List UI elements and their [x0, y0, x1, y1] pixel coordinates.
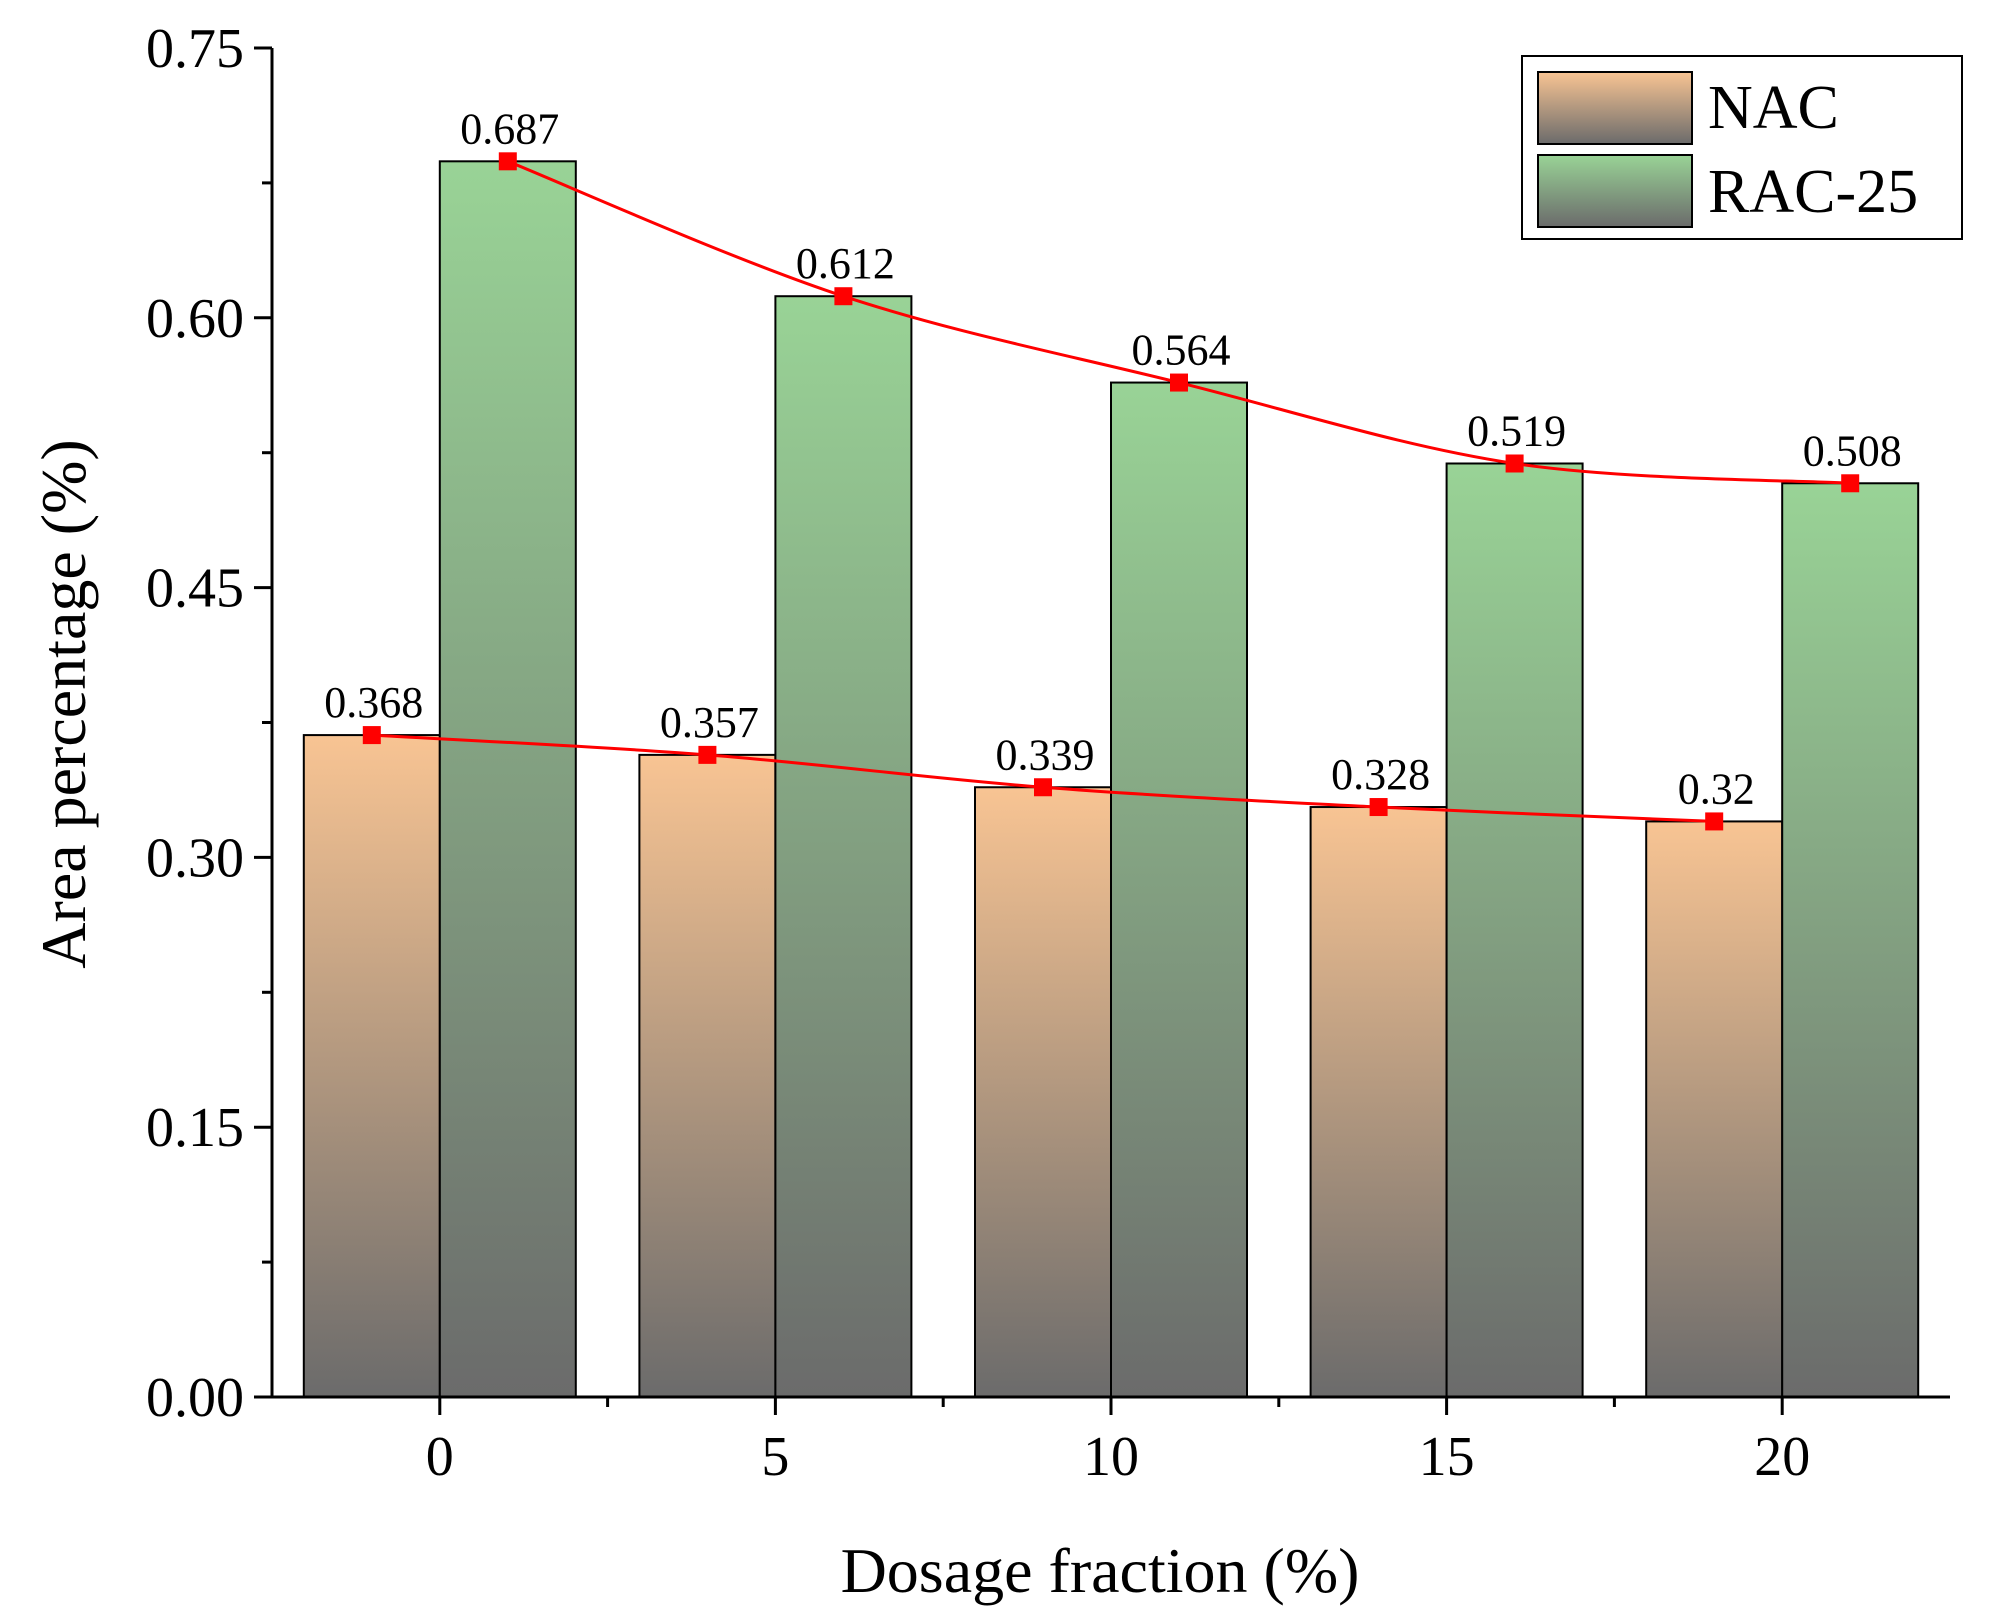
legend-label-nac: NAC	[1708, 74, 1839, 142]
y-tick-label-0.30: 0.30	[146, 827, 244, 889]
bar-nac-15	[1309, 806, 1448, 1398]
data-label-nac-5: 0.357	[660, 698, 759, 747]
trend-marker-rac-25-15	[1505, 454, 1524, 473]
bar-rac-25-20	[1781, 482, 1920, 1398]
data-label-rac-25-15: 0.519	[1467, 406, 1566, 455]
bar-rac-25-15	[1445, 462, 1584, 1398]
y-axis-ticks: 0.00 0.15 0.30 0.45 0.60 0.75	[146, 18, 272, 1429]
bar-nac-0	[302, 734, 441, 1398]
x-axis-ticks: 0 5 10 15 20	[426, 1397, 1810, 1488]
legend: NAC RAC-25	[1521, 55, 1963, 240]
x-tick-label-15: 15	[1419, 1426, 1475, 1488]
y-tick-label-0.00: 0.00	[146, 1367, 244, 1429]
trend-marker-nac-0	[362, 726, 381, 745]
data-label-rac-25-20: 0.508	[1803, 426, 1902, 475]
legend-swatch-nac	[1537, 71, 1693, 145]
data-labels-layer: 0.368 0.357 0.339 0.328 0.32 0.687 0.612 0.564 0…	[324, 104, 1901, 813]
trend-marker-nac-5	[698, 745, 717, 764]
data-label-rac-25-10: 0.564	[1132, 326, 1231, 375]
bar-nac-10	[974, 786, 1112, 1398]
bar-rac-25-0	[438, 160, 577, 1398]
trend-marker-nac-10	[1034, 778, 1052, 797]
bar-nac-20	[1645, 820, 1784, 1398]
y-tick-label-0.15: 0.15	[146, 1097, 244, 1159]
trend-marker-rac-25-10	[1170, 373, 1188, 392]
trend-marker-rac-25-20	[1841, 474, 1860, 493]
trend-marker-nac-15	[1369, 798, 1388, 817]
trend-marker-rac-25-0	[498, 152, 517, 171]
y-tick-label-0.45: 0.45	[146, 558, 244, 620]
x-axis-title: Dosage fraction (%)	[841, 1535, 1360, 1606]
legend-swatch-rac-25	[1537, 154, 1693, 228]
bars-layer	[302, 160, 1920, 1399]
data-label-nac-15: 0.328	[1331, 750, 1430, 799]
data-label-nac-10: 0.339	[996, 730, 1095, 779]
x-tick-label-20: 20	[1754, 1426, 1810, 1488]
trend-lines-layer	[362, 152, 1860, 831]
trend-marker-nac-20	[1705, 812, 1724, 831]
data-label-nac-0: 0.368	[324, 678, 423, 727]
bar-nac-5	[638, 753, 777, 1398]
data-label-rac-25-0: 0.687	[460, 104, 559, 153]
y-axis-title: Area percentage (%)	[28, 439, 99, 968]
y-tick-label-0.75: 0.75	[146, 18, 244, 80]
data-label-nac-20: 0.32	[1678, 764, 1755, 813]
x-tick-label-5: 5	[761, 1426, 789, 1488]
trend-marker-rac-25-5	[834, 287, 853, 306]
bar-rac-25-10	[1110, 381, 1248, 1398]
x-tick-label-10: 10	[1083, 1426, 1139, 1488]
y-tick-label-0.60: 0.60	[146, 288, 244, 350]
data-label-rac-25-5: 0.612	[796, 239, 895, 288]
bar-rac-25-5	[774, 295, 913, 1399]
legend-label-rac-25: RAC-25	[1708, 158, 1918, 226]
x-tick-label-0: 0	[426, 1426, 454, 1488]
